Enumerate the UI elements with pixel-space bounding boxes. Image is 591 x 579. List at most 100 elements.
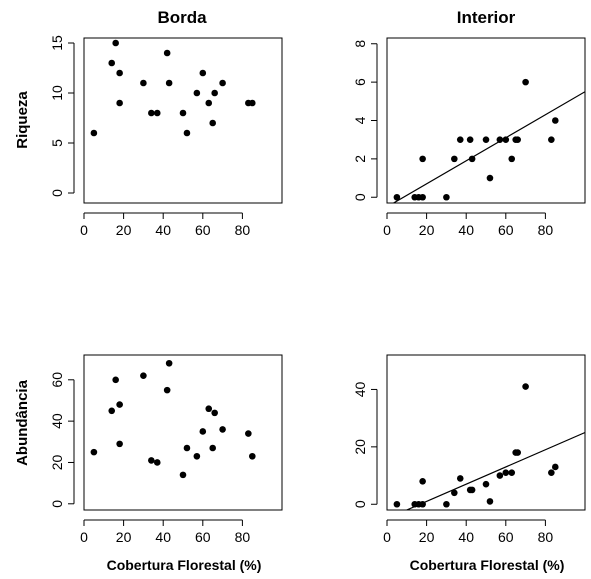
- data-point: [163, 49, 171, 57]
- data-point: [486, 174, 494, 182]
- data-point: [552, 117, 559, 124]
- y-tick-label: 0: [352, 500, 368, 508]
- data-point: [108, 407, 116, 415]
- data-point: [183, 129, 191, 137]
- data-point: [419, 477, 426, 485]
- y-tick-label: 0: [352, 193, 368, 201]
- data-point: [148, 457, 155, 464]
- data-point: [451, 155, 458, 163]
- y-tick-label: 6: [352, 78, 368, 86]
- data-point: [165, 79, 173, 87]
- data-point: [116, 401, 123, 408]
- y-tick-label: 40: [49, 413, 65, 429]
- data-point: [140, 79, 147, 87]
- x-tick-label: 40: [458, 529, 474, 545]
- data-point: [183, 444, 191, 452]
- data-point: [393, 500, 401, 508]
- x-axis-label-left: Cobertura Florestal (%): [107, 557, 262, 573]
- x-tick-label: 20: [419, 222, 435, 238]
- data-point: [112, 376, 119, 384]
- data-point: [165, 359, 173, 367]
- x-tick-label: 20: [419, 529, 435, 545]
- x-tick-label: 0: [383, 222, 391, 238]
- data-point: [211, 89, 218, 97]
- data-point: [116, 99, 123, 107]
- x-tick-label: 60: [195, 222, 211, 238]
- x-tick-label: 60: [498, 529, 514, 545]
- data-point: [552, 463, 559, 471]
- panel-borda-riqueza: 0 20 40 60 80 0 5 10 15: [49, 35, 283, 238]
- data-point: [486, 498, 494, 505]
- data-point: [163, 386, 171, 394]
- y-tick-label: 40: [352, 381, 368, 397]
- data-point: [522, 78, 529, 86]
- x-tick-label: 80: [538, 529, 554, 545]
- data-point: [451, 489, 458, 497]
- x-tick-label: 80: [235, 222, 251, 238]
- data-point: [419, 155, 426, 163]
- column-title-interior: Interior: [457, 8, 516, 27]
- y-tick-label: 0: [49, 189, 65, 197]
- data-point: [482, 480, 490, 488]
- data-point: [502, 136, 510, 143]
- x-tick-label: 40: [155, 529, 171, 545]
- data-point: [219, 426, 226, 433]
- x-tick-label: 0: [80, 222, 88, 238]
- data-point: [199, 69, 207, 77]
- data-point: [90, 448, 98, 456]
- data-point: [496, 472, 504, 479]
- panel-interior-riqueza: 0 20 40 60 80 0 2 4 6 8: [352, 37, 586, 238]
- plot-frame-borda-riqueza: [83, 37, 283, 204]
- data-point: [502, 469, 510, 476]
- y-tick-label: 60: [49, 372, 65, 388]
- data-point: [116, 440, 123, 448]
- y-tick-label: 20: [49, 454, 65, 470]
- x-tick-label: 40: [458, 222, 474, 238]
- regression-line: [392, 91, 585, 203]
- data-point: [205, 99, 213, 107]
- data-point: [249, 452, 256, 460]
- plot-frame-borda-abundancia: [83, 354, 283, 511]
- data-point: [179, 471, 187, 479]
- x-tick-label: 20: [116, 529, 132, 545]
- data-point: [153, 109, 161, 117]
- panel-interior-abundancia: 0 20 40 60 80 0 20 40: [352, 354, 586, 545]
- data-point: [548, 469, 555, 476]
- data-point: [209, 444, 216, 452]
- x-tick-label: 60: [498, 222, 514, 238]
- data-point: [419, 500, 426, 508]
- y-tick-label: 8: [352, 40, 368, 48]
- data-point: [199, 428, 207, 435]
- x-tick-label: 0: [383, 529, 391, 545]
- data-point: [211, 409, 218, 417]
- data-point: [419, 193, 426, 201]
- data-point: [443, 500, 450, 508]
- data-point: [482, 136, 490, 143]
- y-tick-label: 20: [352, 439, 368, 455]
- data-point: [193, 452, 201, 460]
- x-tick-label: 80: [235, 529, 251, 545]
- data-point: [219, 79, 226, 87]
- data-point: [456, 136, 464, 143]
- x-tick-label: 0: [80, 529, 88, 545]
- data-point: [456, 475, 464, 482]
- data-point: [468, 486, 476, 494]
- y-tick-label: 4: [352, 116, 368, 124]
- data-point: [249, 99, 256, 107]
- panel-borda-abundancia: 0 20 40 60 80 0 20 40 60: [49, 354, 283, 545]
- data-point: [193, 89, 201, 97]
- x-tick-label: 40: [155, 222, 171, 238]
- data-point: [514, 449, 521, 456]
- y-axis-label-abundancia: Abundância: [14, 379, 31, 465]
- data-point: [393, 193, 401, 201]
- data-point: [508, 469, 516, 476]
- data-point: [205, 405, 213, 413]
- x-tick-label: 60: [195, 529, 211, 545]
- data-point: [522, 383, 529, 390]
- data-point: [548, 136, 555, 143]
- data-point: [112, 39, 119, 47]
- y-tick-label: 10: [49, 85, 65, 101]
- column-title-borda: Borda: [157, 8, 207, 27]
- data-point: [245, 430, 252, 437]
